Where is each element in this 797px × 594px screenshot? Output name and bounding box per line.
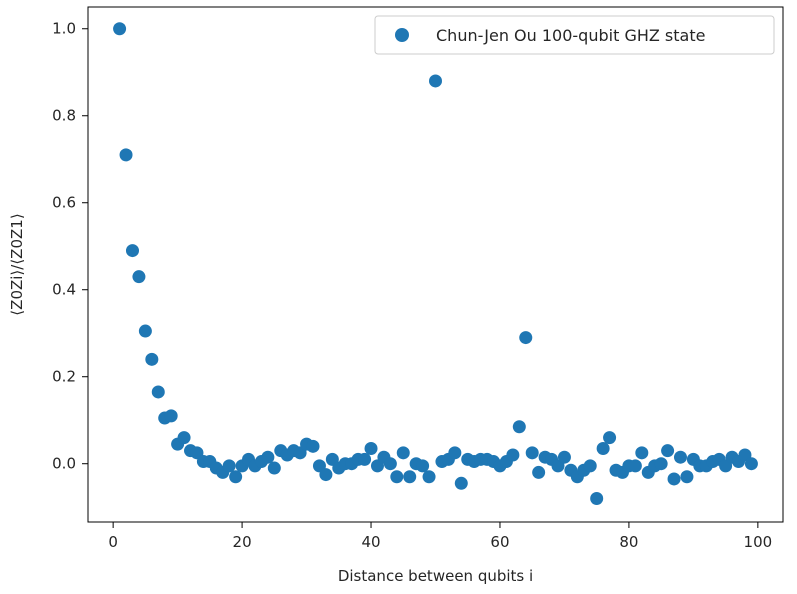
data-point [145, 352, 159, 366]
data-point [177, 431, 191, 445]
data-points [113, 22, 758, 506]
data-point [525, 446, 539, 460]
y-tick-label: 0.0 [52, 455, 76, 473]
plot-area [87, 6, 784, 523]
data-point [673, 450, 687, 464]
data-point [113, 22, 127, 36]
data-point [403, 470, 417, 484]
x-tick-label: 20 [233, 533, 252, 551]
data-point [390, 470, 404, 484]
data-point [454, 476, 468, 490]
data-point [364, 441, 378, 455]
data-point [229, 470, 243, 484]
data-point [506, 448, 520, 462]
data-point [590, 492, 604, 506]
data-point [267, 461, 281, 475]
x-tick-label: 40 [361, 533, 380, 551]
data-point [680, 470, 694, 484]
data-point [744, 457, 758, 471]
y-tick-label: 0.4 [52, 281, 76, 299]
data-point [132, 270, 146, 284]
data-point [261, 450, 275, 464]
data-point [532, 465, 546, 479]
data-point [596, 441, 610, 455]
data-point [358, 452, 372, 466]
legend: Chun-Jen Ou 100-qubit GHZ state [374, 15, 775, 55]
data-point [557, 450, 571, 464]
legend-marker [395, 28, 409, 42]
data-point [164, 409, 178, 423]
legend-label: Chun-Jen Ou 100-qubit GHZ state [436, 26, 705, 45]
data-point [635, 446, 649, 460]
x-axis-label: Distance between qubits i [338, 567, 533, 585]
data-point [661, 444, 675, 458]
data-point [396, 446, 410, 460]
data-point [429, 74, 442, 88]
data-point [422, 470, 436, 484]
data-point [125, 244, 139, 258]
x-axis-ticks: 0 20 40 60 80 100 [108, 522, 772, 551]
plot-border [87, 6, 784, 523]
x-tick-label: 100 [744, 533, 773, 551]
legend-frame [374, 15, 775, 55]
x-tick-label: 0 [108, 533, 118, 551]
data-point [138, 324, 152, 338]
data-point [151, 385, 165, 399]
data-point [512, 420, 526, 434]
data-point [319, 468, 333, 482]
data-point [222, 459, 236, 473]
x-tick-label: 60 [490, 533, 509, 551]
y-axis-ticks: 0.0 0.2 0.4 0.6 0.8 1.0 [52, 20, 88, 473]
data-point [119, 148, 133, 162]
y-axis-label: ⟨Z0Zi⟩/⟨Z0Z1⟩ [8, 213, 26, 315]
data-point [583, 459, 597, 473]
x-tick-label: 80 [619, 533, 638, 551]
data-point [628, 459, 642, 473]
data-point [519, 331, 533, 345]
data-point [654, 457, 668, 471]
y-tick-label: 0.6 [52, 194, 76, 212]
data-point [306, 439, 320, 453]
y-tick-label: 1.0 [52, 20, 76, 38]
data-point [448, 446, 462, 460]
data-point [667, 472, 681, 486]
y-tick-label: 0.2 [52, 368, 76, 386]
data-point [416, 459, 430, 473]
data-point [603, 431, 617, 445]
data-point [383, 457, 397, 471]
y-tick-label: 0.8 [52, 107, 76, 125]
